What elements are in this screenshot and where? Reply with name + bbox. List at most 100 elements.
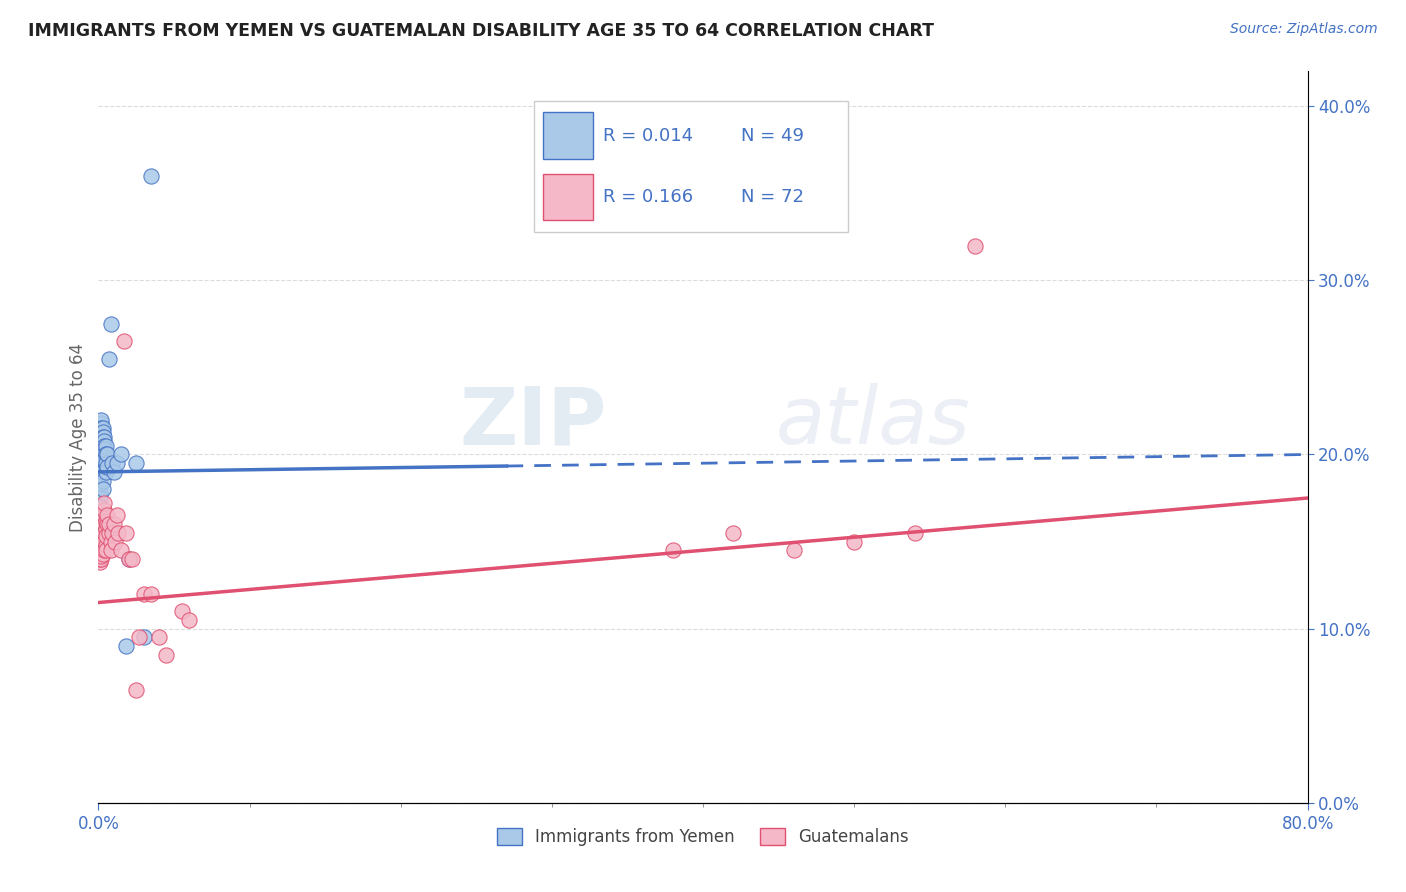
Point [103, 465, 125, 479]
Point [125, 456, 148, 470]
Point [89, 491, 111, 505]
Point [105, 508, 128, 523]
Point [94, 448, 117, 462]
Point [93, 525, 115, 540]
Point [98, 525, 121, 540]
Point [91, 421, 114, 435]
Point [121, 552, 143, 566]
Point [90, 448, 112, 462]
Point [90, 529, 112, 543]
Text: ZIP: ZIP [458, 384, 606, 461]
Point [94, 439, 117, 453]
Point [114, 639, 136, 653]
Point [94, 538, 117, 552]
Point [90, 525, 112, 540]
Point [91, 459, 114, 474]
Text: Source: ZipAtlas.com: Source: ZipAtlas.com [1230, 22, 1378, 37]
Point [723, 525, 745, 540]
Point [91, 534, 114, 549]
Point [90, 517, 112, 532]
Point [91, 538, 114, 552]
Point [101, 525, 124, 540]
Point [179, 613, 201, 627]
Point [89, 485, 111, 500]
Point [94, 543, 117, 558]
Point [90, 517, 112, 532]
Point [155, 648, 177, 662]
Legend: Immigrants from Yemen, Guatemalans: Immigrants from Yemen, Guatemalans [491, 822, 915, 853]
Point [90, 412, 112, 426]
Point [148, 631, 170, 645]
Point [94, 514, 117, 528]
Point [89, 538, 111, 552]
Point [118, 552, 141, 566]
Point [100, 534, 122, 549]
Point [91, 529, 114, 543]
Point [93, 439, 115, 453]
Point [96, 459, 118, 474]
Point [141, 169, 163, 183]
Point [132, 587, 155, 601]
Point [89, 477, 111, 491]
Point [90, 421, 112, 435]
Point [93, 452, 115, 467]
Point [89, 556, 111, 570]
Point [114, 525, 136, 540]
Point [98, 517, 121, 532]
Point [101, 456, 124, 470]
Point [100, 543, 122, 558]
Point [91, 522, 114, 536]
Point [91, 547, 114, 561]
Point [91, 435, 114, 450]
Point [844, 534, 866, 549]
Point [90, 538, 112, 552]
Point [141, 587, 163, 601]
Point [98, 351, 121, 366]
Point [118, 552, 141, 566]
Point [128, 631, 150, 645]
Point [965, 238, 987, 252]
Point [96, 448, 118, 462]
Point [93, 508, 115, 523]
Point [93, 543, 115, 558]
Point [90, 549, 112, 563]
Point [904, 525, 927, 540]
Point [661, 543, 683, 558]
Point [90, 508, 112, 523]
Point [93, 448, 115, 462]
Point [100, 317, 122, 331]
Point [93, 430, 115, 444]
Point [93, 517, 115, 532]
Point [112, 334, 135, 349]
Point [93, 503, 115, 517]
Point [91, 439, 114, 453]
Point [91, 517, 114, 532]
Point [90, 439, 112, 453]
Point [89, 508, 111, 523]
Point [89, 468, 111, 483]
Point [89, 517, 111, 532]
Point [110, 543, 132, 558]
Point [90, 421, 112, 435]
Point [89, 525, 111, 540]
Point [96, 508, 118, 523]
Point [110, 448, 132, 462]
Point [90, 456, 112, 470]
Point [94, 465, 117, 479]
Point [783, 543, 806, 558]
Point [91, 452, 114, 467]
Point [89, 500, 111, 514]
Text: atlas: atlas [776, 384, 970, 461]
Point [93, 534, 115, 549]
Point [91, 425, 114, 439]
Point [96, 517, 118, 532]
Point [91, 525, 114, 540]
Point [91, 525, 114, 540]
Point [90, 543, 112, 558]
Point [91, 483, 114, 497]
Point [91, 508, 114, 523]
Point [90, 416, 112, 430]
Point [90, 552, 112, 566]
Point [104, 534, 127, 549]
Point [91, 465, 114, 479]
